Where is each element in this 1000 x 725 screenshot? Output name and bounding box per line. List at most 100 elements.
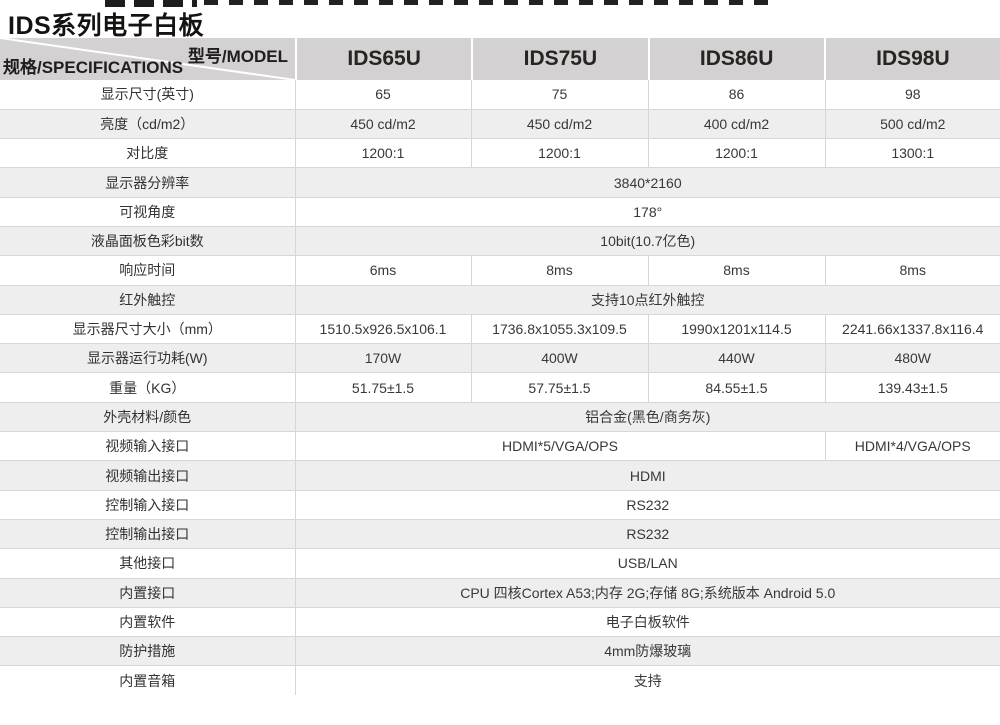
diagonal-divider-line <box>0 38 295 80</box>
spec-label: 可视角度 <box>0 196 296 227</box>
spec-label: 对比度 <box>0 138 296 169</box>
spec-value: 1300:1 <box>824 138 1000 169</box>
table-row: 视频输入接口 HDMI*5/VGA/OPS HDMI*4/VGA/OPS <box>0 431 1000 462</box>
spec-value: 400 cd/m2 <box>647 108 826 140</box>
spec-label: 红外触控 <box>0 284 296 315</box>
spec-value: 440W <box>647 343 826 374</box>
model-column-header-ids86u: IDS86U <box>647 38 824 80</box>
spec-value: 84.55±1.5 <box>647 372 826 403</box>
spec-label: 重量（KG） <box>0 372 296 403</box>
table-header: 型号/MODEL 规格/SPECIFICATIONS IDS65U IDS75U… <box>0 38 1000 80</box>
cropped-text-fragment <box>105 0 197 7</box>
spec-value: HDMI*4/VGA/OPS <box>824 431 1000 462</box>
spec-label: 视频输入接口 <box>0 431 296 462</box>
spec-value: 3840*2160 <box>294 167 1000 198</box>
table-row: 显示器尺寸大小（mm） 1510.5x926.5x106.1 1736.8x1055… <box>0 313 1000 345</box>
spec-value: 75 <box>470 79 649 110</box>
table-row: 控制输入接口 RS232 <box>0 489 1000 520</box>
header-corner-cell: 型号/MODEL 规格/SPECIFICATIONS <box>0 38 295 80</box>
spec-value: 4mm防爆玻璃 <box>294 636 1000 667</box>
spec-value: 1200:1 <box>470 138 649 169</box>
spec-table: 显示尺寸(英寸) 65 75 86 98 亮度（cd/m2） 450 cd/m2 450 cd… <box>0 79 1000 696</box>
spec-value: 170W <box>294 343 472 374</box>
table-row: 重量（KG） 51.75±1.5 57.75±1.5 84.55±1.5 139.43±… <box>0 372 1000 403</box>
model-column-header-ids98u: IDS98U <box>823 38 1000 80</box>
spec-value: 178° <box>294 196 1000 227</box>
table-row: 液晶面板色彩bit数 10bit(10.7亿色) <box>0 225 1000 257</box>
spec-value: 139.43±1.5 <box>824 372 1000 403</box>
spec-value: RS232 <box>294 518 1000 550</box>
spec-value: 支持 <box>294 665 1000 696</box>
spec-value: CPU 四核Cortex A53;内存 2G;存储 8G;系统版本 Androi… <box>294 577 1000 608</box>
spec-value: 65 <box>294 79 472 110</box>
table-row: 对比度 1200:1 1200:1 1200:1 1300:1 <box>0 138 1000 169</box>
table-row: 视频输出接口 HDMI <box>0 460 1000 491</box>
table-row: 内置音箱 支持 <box>0 665 1000 696</box>
table-row: 亮度（cd/m2） 450 cd/m2 450 cd/m2 400 cd/m2 500 … <box>0 108 1000 140</box>
model-column-header-ids65u: IDS65U <box>295 38 471 80</box>
spec-value: 500 cd/m2 <box>824 108 1000 140</box>
spec-label: 显示器分辨率 <box>0 167 296 198</box>
spec-value: 8ms <box>470 255 649 286</box>
table-row: 红外触控 支持10点红外触控 <box>0 284 1000 315</box>
corner-model-label: 型号/MODEL <box>187 47 288 66</box>
spec-value: 铝合金(黑色/商务灰) <box>294 401 1000 433</box>
spec-label: 液晶面板色彩bit数 <box>0 225 296 257</box>
spec-value: 电子白板软件 <box>294 606 1000 638</box>
spec-value: USB/LAN <box>294 548 1000 579</box>
spec-value: HDMI*5/VGA/OPS <box>294 431 826 462</box>
spec-value: 1200:1 <box>294 138 472 169</box>
spec-label: 响应时间 <box>0 255 296 286</box>
spec-label: 控制输出接口 <box>0 518 296 550</box>
spec-label: 视频输出接口 <box>0 460 296 491</box>
model-column-header-ids75u: IDS75U <box>471 38 647 80</box>
spec-value: 1200:1 <box>647 138 826 169</box>
spec-value: 1990x1201x114.5 <box>647 313 826 345</box>
spec-value: 8ms <box>824 255 1000 286</box>
table-row: 显示器运行功耗(W) 170W 400W 440W 480W <box>0 343 1000 374</box>
table-row: 外壳材料/颜色 铝合金(黑色/商务灰) <box>0 401 1000 433</box>
spec-value: 450 cd/m2 <box>294 108 472 140</box>
cropped-text-fragment <box>204 0 770 5</box>
spec-value: 480W <box>824 343 1000 374</box>
spec-label: 外壳材料/颜色 <box>0 401 296 433</box>
spec-value: 6ms <box>294 255 472 286</box>
spec-label: 其他接口 <box>0 548 296 579</box>
table-row: 控制输出接口 RS232 <box>0 518 1000 550</box>
spec-value: 1736.8x1055.3x109.5 <box>470 313 649 345</box>
table-row: 响应时间 6ms 8ms 8ms 8ms <box>0 255 1000 286</box>
cropped-text-strip <box>105 0 770 8</box>
spec-label: 内置接口 <box>0 577 296 608</box>
spec-value: 57.75±1.5 <box>470 372 649 403</box>
spec-value: 51.75±1.5 <box>294 372 472 403</box>
spec-value: 支持10点红外触控 <box>294 284 1000 315</box>
spec-value: 8ms <box>647 255 826 286</box>
spec-value: 86 <box>647 79 826 110</box>
table-row: 可视角度 178° <box>0 196 1000 227</box>
spec-label: 防护措施 <box>0 636 296 667</box>
spec-label: 内置软件 <box>0 606 296 638</box>
spec-label: 亮度（cd/m2） <box>0 108 296 140</box>
corner-spec-label: 规格/SPECIFICATIONS <box>3 58 184 77</box>
spec-value: 400W <box>470 343 649 374</box>
spec-label: 显示器尺寸大小（mm） <box>0 313 296 345</box>
table-row: 防护措施 4mm防爆玻璃 <box>0 636 1000 667</box>
table-row: 内置接口 CPU 四核Cortex A53;内存 2G;存储 8G;系统版本 An… <box>0 577 1000 608</box>
spec-value: 10bit(10.7亿色) <box>294 225 1000 257</box>
spec-label: 内置音箱 <box>0 665 296 696</box>
spec-table-body: 显示尺寸(英寸) 65 75 86 98 亮度（cd/m2） 450 cd/m2 450 cd… <box>0 79 1000 696</box>
spec-value: HDMI <box>294 460 1000 491</box>
spec-label: 显示尺寸(英寸) <box>0 79 296 110</box>
spec-value: RS232 <box>294 489 1000 520</box>
table-row: 内置软件 电子白板软件 <box>0 606 1000 638</box>
table-row: 其他接口 USB/LAN <box>0 548 1000 579</box>
spec-value: 98 <box>824 79 1000 110</box>
table-row: 显示器分辨率 3840*2160 <box>0 167 1000 198</box>
page-title: IDS系列电子白板 <box>8 12 205 40</box>
spec-label: 控制输入接口 <box>0 489 296 520</box>
table-row: 显示尺寸(英寸) 65 75 86 98 <box>0 79 1000 110</box>
spec-value: 2241.66x1337.8x116.4 <box>824 313 1000 345</box>
spec-label: 显示器运行功耗(W) <box>0 343 296 374</box>
spec-value: 1510.5x926.5x106.1 <box>294 313 472 345</box>
spec-value: 450 cd/m2 <box>470 108 649 140</box>
